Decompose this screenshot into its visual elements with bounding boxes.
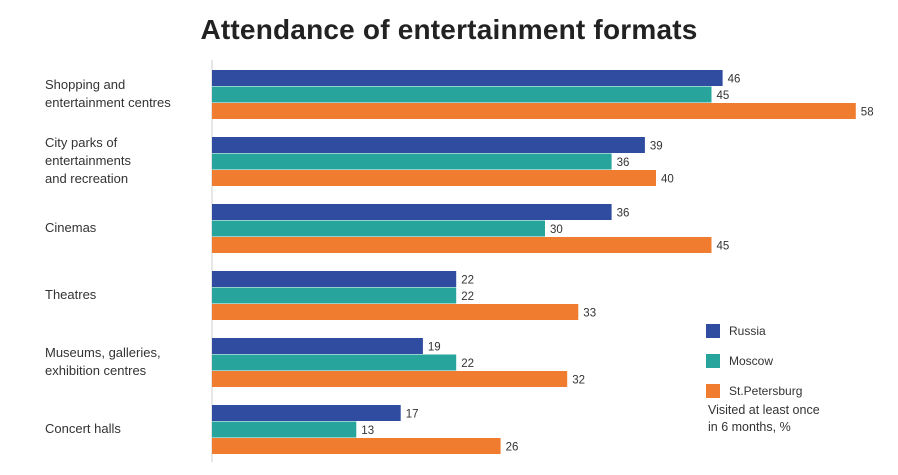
bar-russia (212, 338, 423, 354)
legend-label-moscow: Moscow (729, 354, 774, 368)
data-label: 22 (461, 274, 474, 286)
data-label: 58 (861, 106, 874, 118)
chart-note: Visited at least once in 6 months, % (708, 403, 820, 434)
data-label: 13 (361, 425, 374, 437)
data-label: 26 (506, 441, 519, 453)
bar-moscow (212, 421, 357, 438)
bar-st-petersburg (212, 237, 712, 253)
category-label: Shopping and entertainment centres (45, 76, 171, 110)
bar-russia (212, 405, 401, 421)
bar-russia (212, 271, 457, 287)
chart-title: Attendance of entertainment formats (200, 14, 698, 45)
category-label: Cinemas (45, 219, 97, 235)
data-label: 19 (428, 341, 441, 353)
data-label: 17 (406, 408, 419, 420)
data-label: 40 (661, 173, 674, 185)
bar-russia (212, 204, 612, 220)
data-label: 46 (728, 73, 741, 85)
bar-st-petersburg (212, 438, 501, 454)
category-label: Museums, galleries, exhibition centres (45, 344, 161, 378)
category-label: Theatres (45, 286, 97, 302)
bar-moscow (212, 220, 545, 237)
bar-russia (212, 137, 645, 153)
category-label: Concert halls (45, 420, 121, 436)
data-label: 45 (717, 90, 730, 102)
bar-st-petersburg (212, 170, 656, 186)
data-label: 33 (583, 307, 596, 319)
bar-russia (212, 70, 723, 86)
legend-item-st-petersburg: St.Petersburg (706, 376, 886, 406)
legend-item-moscow: Moscow (706, 346, 886, 376)
data-label: 22 (461, 358, 474, 370)
legend-label-russia: Russia (729, 324, 766, 338)
legend-label-st-petersburg: St.Petersburg (729, 384, 803, 398)
data-label: 39 (650, 140, 663, 152)
legend-item-russia: Russia (706, 316, 886, 346)
data-label: 36 (617, 157, 630, 169)
data-label: 32 (572, 374, 585, 386)
data-label: 30 (550, 224, 563, 236)
legend: Russia Moscow St.Petersburg (706, 316, 886, 406)
legend-swatch-st-petersburg (706, 384, 720, 398)
category-label: City parks of entertainments and recreat… (45, 134, 131, 186)
bar-moscow (212, 153, 612, 170)
bar-st-petersburg (212, 103, 856, 119)
bar-moscow (212, 86, 712, 103)
data-label: 22 (461, 291, 474, 303)
legend-swatch-russia (706, 324, 720, 338)
bar-moscow (212, 287, 457, 304)
bar-st-petersburg (212, 304, 579, 320)
data-label: 36 (617, 207, 630, 219)
bar-st-petersburg (212, 371, 568, 387)
data-label: 45 (717, 240, 730, 252)
legend-swatch-moscow (706, 354, 720, 368)
bar-moscow (212, 354, 457, 371)
